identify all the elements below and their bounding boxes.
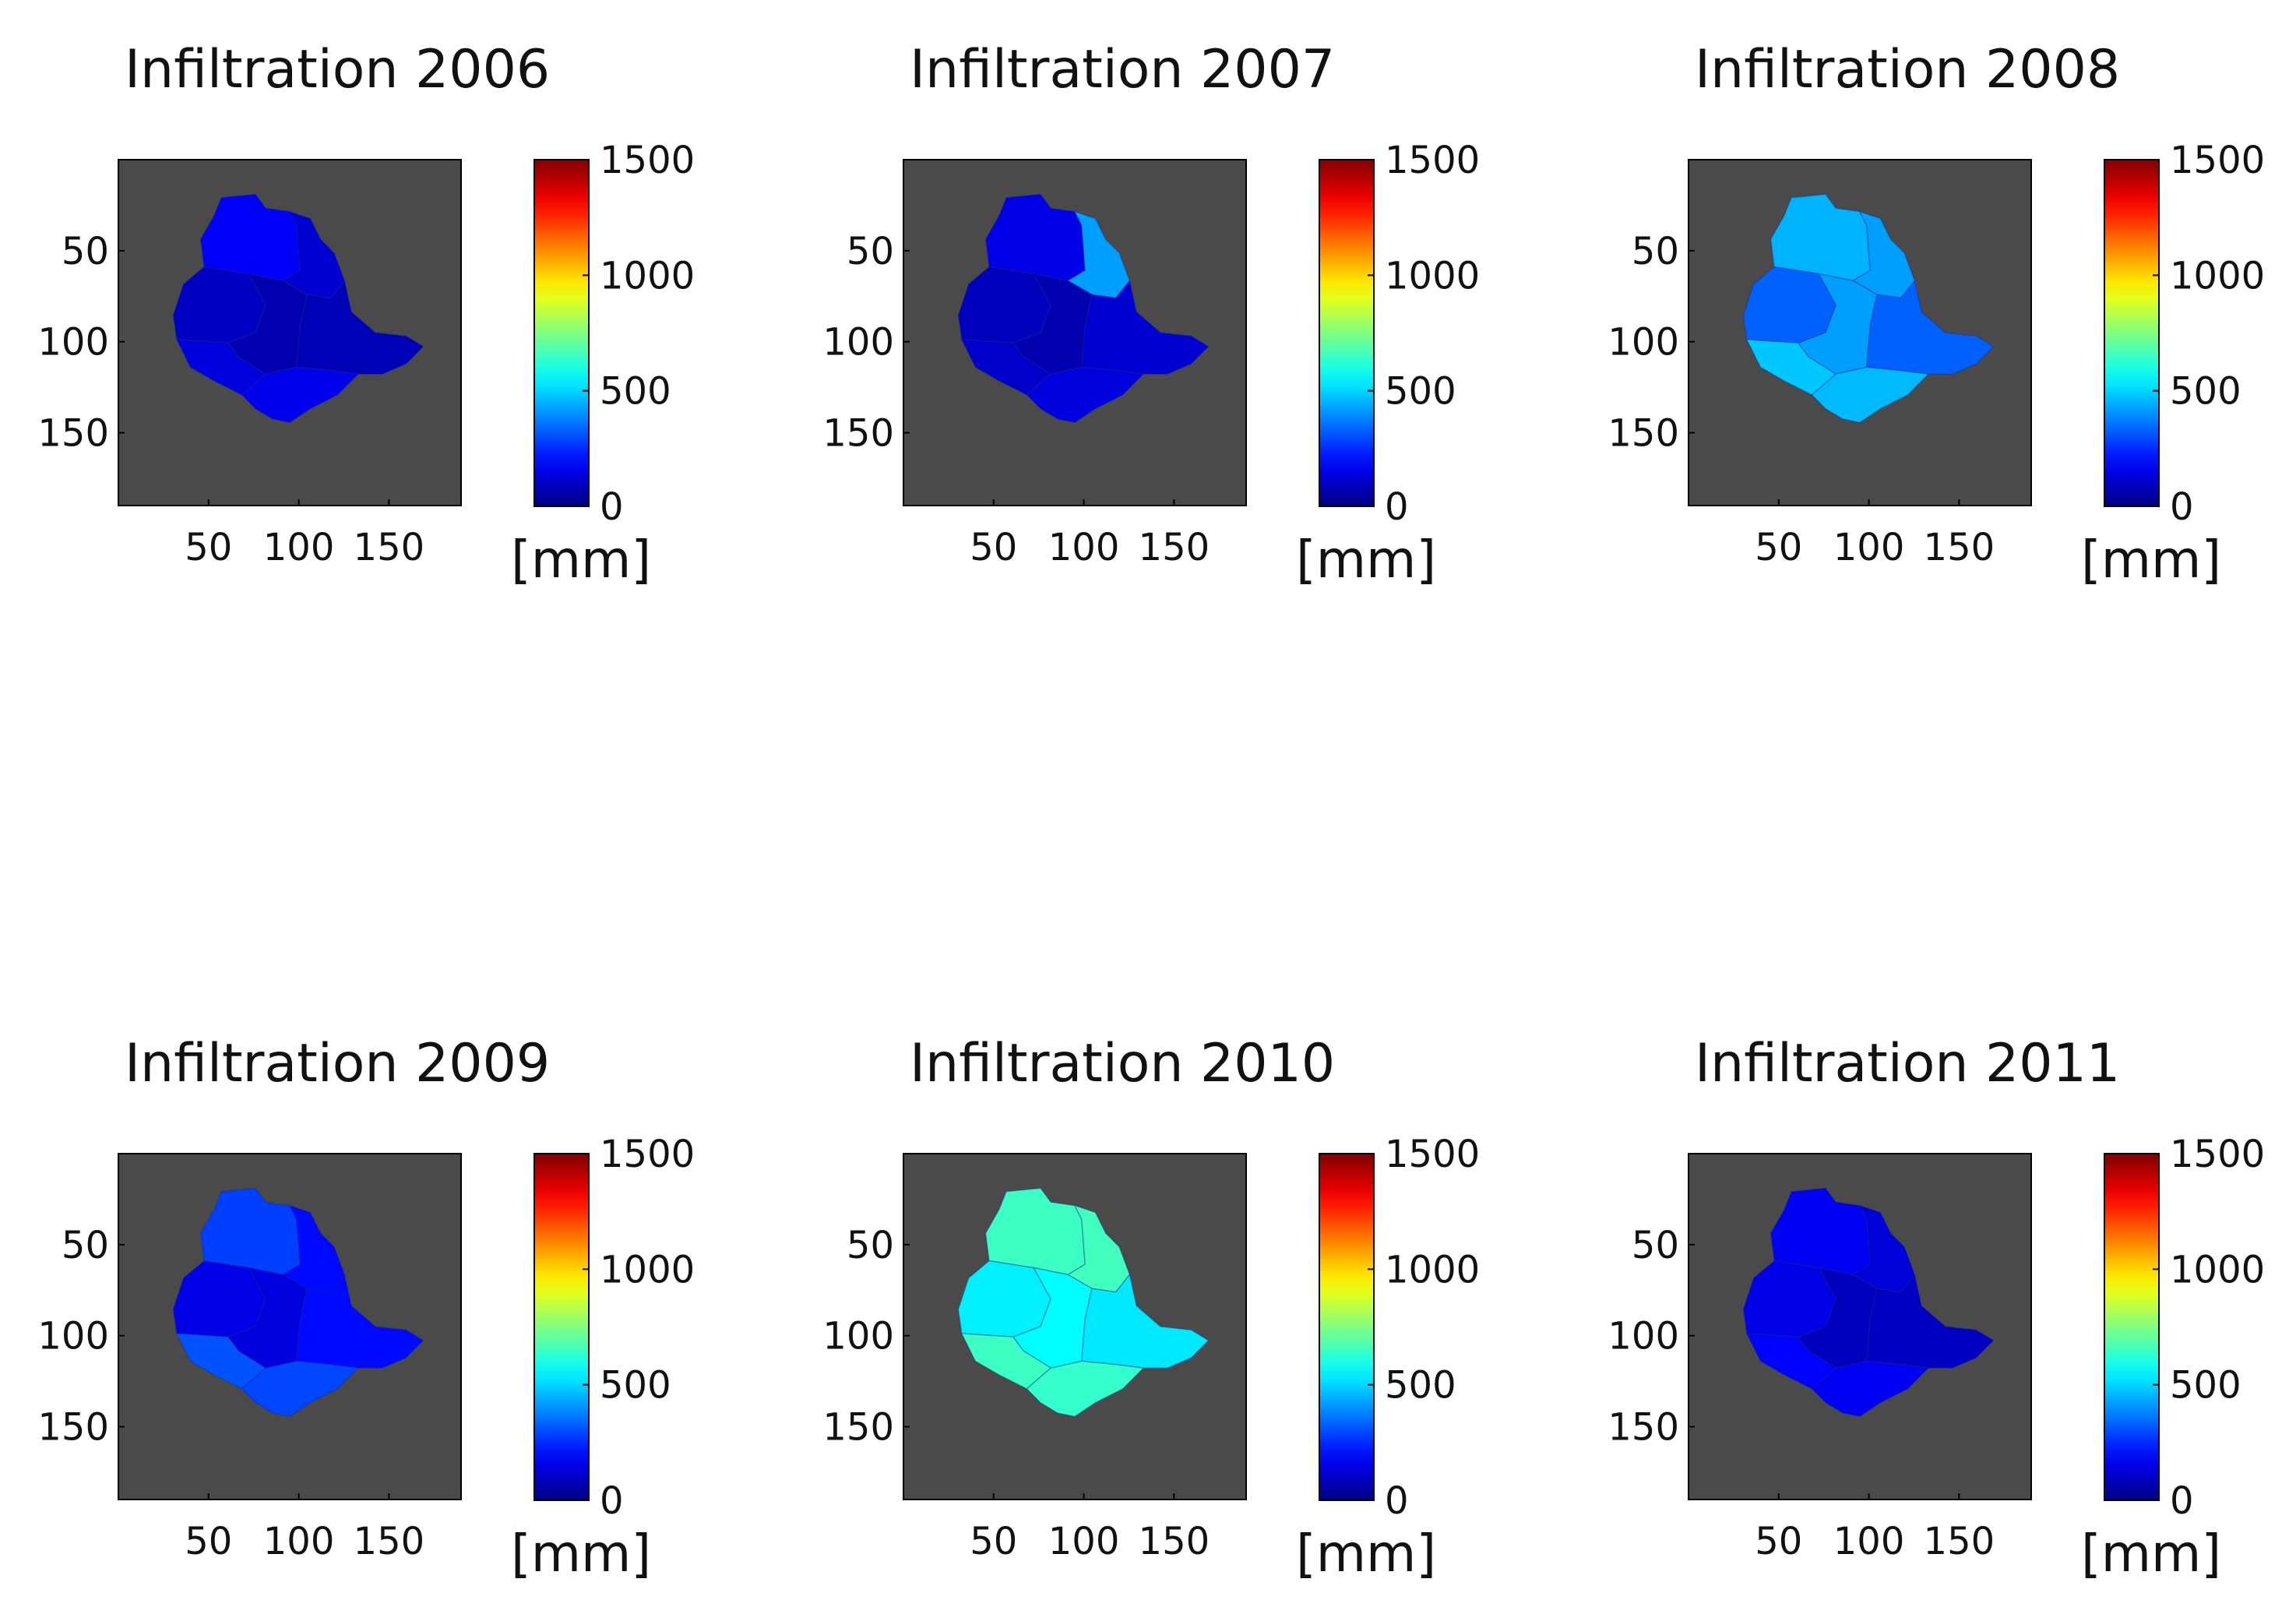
zone-east — [1866, 1274, 1995, 1369]
colorbar-unit-label: [mm] — [2081, 530, 2221, 590]
colorbar — [534, 159, 590, 507]
y-tick-label: 150 — [37, 1406, 109, 1450]
x-tick-label: 50 — [1755, 1520, 1802, 1563]
colorbar-tick-label: 500 — [1385, 1364, 1456, 1408]
zone-southwest — [1746, 339, 1836, 396]
x-tick-label: 150 — [1924, 1520, 1995, 1563]
y-tick-label: 50 — [1632, 230, 1679, 273]
colorbar-unit-label: [mm] — [1296, 530, 1436, 590]
zone-south — [241, 366, 359, 424]
colorbar-tick-label: 1500 — [2170, 139, 2265, 182]
x-tick-label: 50 — [970, 526, 1017, 569]
zone-southwest — [1746, 1333, 1836, 1390]
x-tick-label: 100 — [263, 1520, 335, 1563]
x-tick-label: 100 — [1048, 1520, 1120, 1563]
colorbar-unit-label: [mm] — [2081, 1524, 2221, 1584]
y-tick-label: 100 — [822, 1315, 894, 1359]
y-tick-label: 150 — [822, 1406, 894, 1450]
panel-title: Infiltration 2006 — [125, 39, 550, 100]
zone-south — [241, 1360, 359, 1418]
colorbar-tick-label: 1000 — [600, 1248, 695, 1292]
panel-title: Infiltration 2011 — [1695, 1033, 2120, 1094]
y-tick-label: 50 — [62, 230, 109, 273]
colorbar-tick-label: 0 — [600, 485, 624, 529]
x-tick-label: 150 — [354, 526, 425, 569]
colorbar-tick-label: 500 — [2170, 1364, 2241, 1408]
panel-title: Infiltration 2010 — [910, 1033, 1335, 1094]
x-tick-label: 100 — [1048, 526, 1120, 569]
colorbar-unit-label: [mm] — [511, 1524, 651, 1584]
colorbar-tick-label: 1500 — [600, 139, 695, 182]
colorbar-tick-label: 1500 — [2170, 1133, 2265, 1176]
colorbar-tick-label: 0 — [2170, 485, 2194, 529]
x-tick-label: 50 — [1755, 526, 1802, 569]
x-tick-label: 100 — [263, 526, 335, 569]
colorbar — [534, 1153, 590, 1501]
y-tick-label: 100 — [1608, 1315, 1679, 1359]
colorbar-tick-label: 1500 — [600, 1133, 695, 1176]
panel-title: Infiltration 2007 — [910, 39, 1335, 100]
y-tick-label: 100 — [37, 1315, 109, 1359]
x-tick-label: 100 — [1833, 526, 1905, 569]
y-tick-label: 50 — [62, 1224, 109, 1267]
colorbar-tick-label: 1500 — [1385, 139, 1480, 182]
y-tick-label: 150 — [822, 412, 894, 456]
colorbar-tick-label: 0 — [1385, 485, 1409, 529]
y-tick-label: 50 — [847, 1224, 894, 1267]
colorbar-tick-label: 500 — [600, 1364, 671, 1408]
colorbar-tick-label: 0 — [1385, 1479, 1409, 1523]
colorbar-tick-label: 0 — [600, 1479, 624, 1523]
x-tick-label: 150 — [1139, 1520, 1210, 1563]
colorbar — [1319, 1153, 1375, 1501]
x-tick-label: 50 — [970, 1520, 1017, 1563]
x-tick-label: 50 — [185, 526, 232, 569]
colorbar-tick-label: 1000 — [600, 254, 695, 298]
colorbar-tick-label: 1500 — [1385, 1133, 1480, 1176]
y-tick-label: 100 — [1608, 321, 1679, 365]
y-tick-label: 100 — [37, 321, 109, 365]
zone-southwest — [176, 339, 266, 396]
colorbar — [1319, 159, 1375, 507]
y-tick-label: 100 — [822, 321, 894, 365]
x-tick-label: 150 — [1139, 526, 1210, 569]
x-tick-label: 50 — [185, 1520, 232, 1563]
x-tick-label: 150 — [354, 1520, 425, 1563]
y-tick-label: 150 — [1608, 1406, 1679, 1450]
zone-east — [296, 1274, 424, 1369]
zone-south — [1811, 1360, 1929, 1418]
x-tick-label: 100 — [1833, 1520, 1905, 1563]
colorbar — [2104, 1153, 2160, 1501]
colorbar-tick-label: 1000 — [1385, 254, 1480, 298]
colorbar — [2104, 159, 2160, 507]
colorbar-unit-label: [mm] — [511, 530, 651, 590]
y-tick-label: 50 — [1632, 1224, 1679, 1267]
zone-east — [1081, 1274, 1210, 1369]
colorbar-tick-label: 0 — [2170, 1479, 2194, 1523]
zone-south — [1026, 366, 1144, 424]
colorbar-tick-label: 500 — [600, 370, 671, 414]
colorbar-tick-label: 500 — [1385, 370, 1456, 414]
colorbar-tick-label: 500 — [2170, 370, 2241, 414]
y-tick-label: 150 — [37, 412, 109, 456]
colorbar-tick-label: 1000 — [2170, 254, 2265, 298]
zone-south — [1026, 1360, 1144, 1418]
x-tick-label: 150 — [1924, 526, 1995, 569]
y-tick-label: 150 — [1608, 412, 1679, 456]
panel-title: Infiltration 2008 — [1695, 39, 2120, 100]
colorbar-unit-label: [mm] — [1296, 1524, 1436, 1584]
panel-title: Infiltration 2009 — [125, 1033, 550, 1094]
colorbar-tick-label: 1000 — [2170, 1248, 2265, 1292]
colorbar-tick-label: 1000 — [1385, 1248, 1480, 1292]
zone-south — [1811, 366, 1929, 424]
y-tick-label: 50 — [847, 230, 894, 273]
